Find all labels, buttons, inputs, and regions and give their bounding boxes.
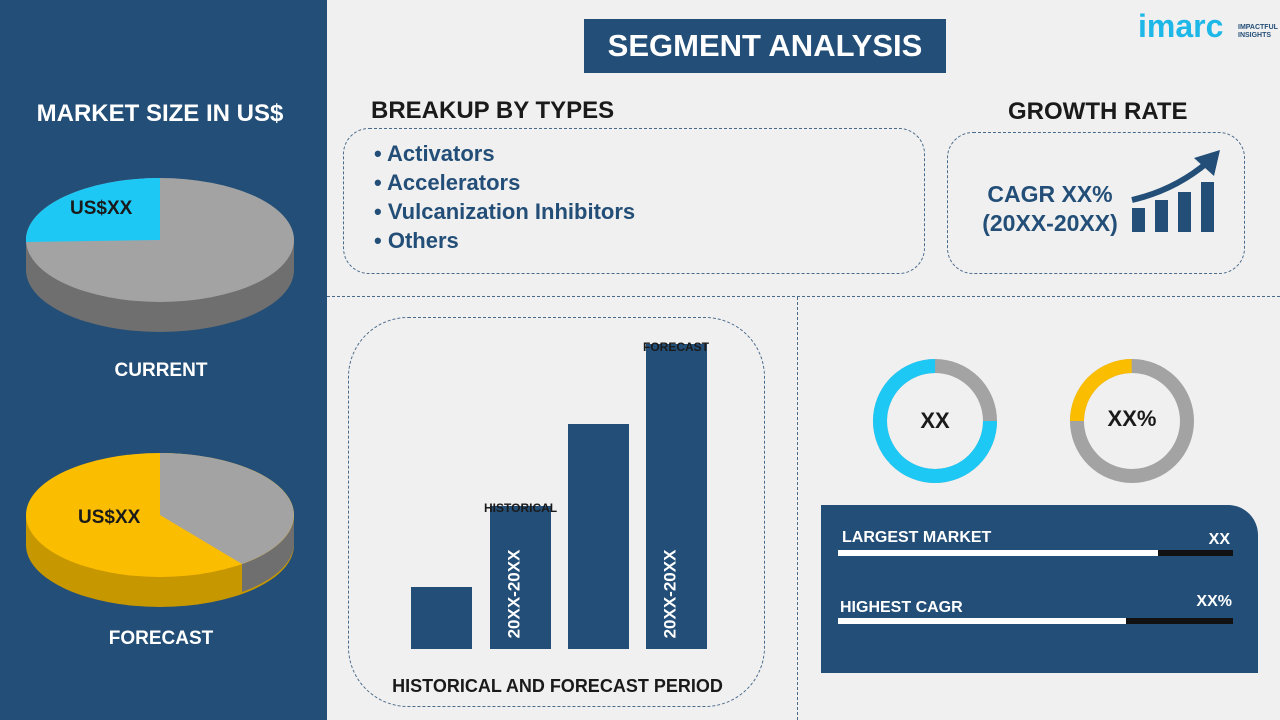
- growth-text: CAGR XX% (20XX-20XX): [982, 181, 1118, 236]
- breakup-heading: BREAKUP BY TYPES: [371, 97, 615, 124]
- donut-2: [1070, 359, 1194, 483]
- donut-1-value: XX: [920, 408, 950, 433]
- breakup-item: • Vulcanization Inhibitors: [374, 199, 636, 224]
- forecast-pie: [26, 453, 294, 607]
- bar-forecast: [646, 344, 707, 649]
- forecast-range: 20XX-20XX: [660, 549, 680, 639]
- historical-range: 20XX-20XX: [504, 549, 524, 639]
- donut-2-value: XX%: [1107, 406, 1157, 431]
- current-label: CURRENT: [114, 360, 208, 381]
- forecast-value: US$XX: [78, 507, 141, 528]
- growth-box: [947, 132, 1245, 274]
- historical-label: HISTORICAL: [484, 501, 558, 515]
- bar: [568, 424, 629, 649]
- period-xlabel: HISTORICAL AND FORECAST PERIOD: [392, 676, 723, 696]
- page-title: SEGMENT ANALYSIS: [584, 19, 946, 73]
- donut-1: [873, 359, 997, 483]
- breakup-item: • Others: [374, 228, 459, 253]
- divider: [797, 297, 798, 720]
- forecast-label: FORECAST: [108, 628, 214, 649]
- period-chart-box: 20XX-20XX 20XX-20XX HISTORICAL FORECAST …: [348, 317, 765, 707]
- growth-heading: GROWTH RATE: [1008, 98, 1188, 125]
- breakup-item: • Accelerators: [374, 170, 521, 195]
- breakup-box: • Activators • Accelerators • Vulcanizat…: [343, 128, 925, 274]
- current-pie: [25, 177, 294, 332]
- stat-value: XX%: [1196, 593, 1232, 610]
- bar-historical: [490, 506, 551, 649]
- stat-label: LARGEST MARKET: [842, 529, 992, 546]
- largest-market-bar: [838, 550, 1233, 556]
- stat-value: XX: [1208, 531, 1230, 548]
- logo-tagline: IMPACTFUL INSIGHTS: [1238, 24, 1278, 39]
- growth-chart-icon: [1131, 150, 1220, 232]
- forecast-label: FORECAST: [643, 340, 709, 354]
- market-size-heading: MARKET SIZE IN US$: [36, 100, 284, 127]
- highest-cagr-bar: [838, 618, 1233, 624]
- current-value: US$XX: [70, 198, 133, 219]
- logo: imarc: [1138, 8, 1224, 44]
- bar: [411, 587, 472, 649]
- breakup-item: • Activators: [374, 141, 495, 166]
- stats-panel: [821, 505, 1258, 673]
- divider: [327, 296, 1280, 297]
- stat-label: HIGHEST CAGR: [840, 599, 963, 616]
